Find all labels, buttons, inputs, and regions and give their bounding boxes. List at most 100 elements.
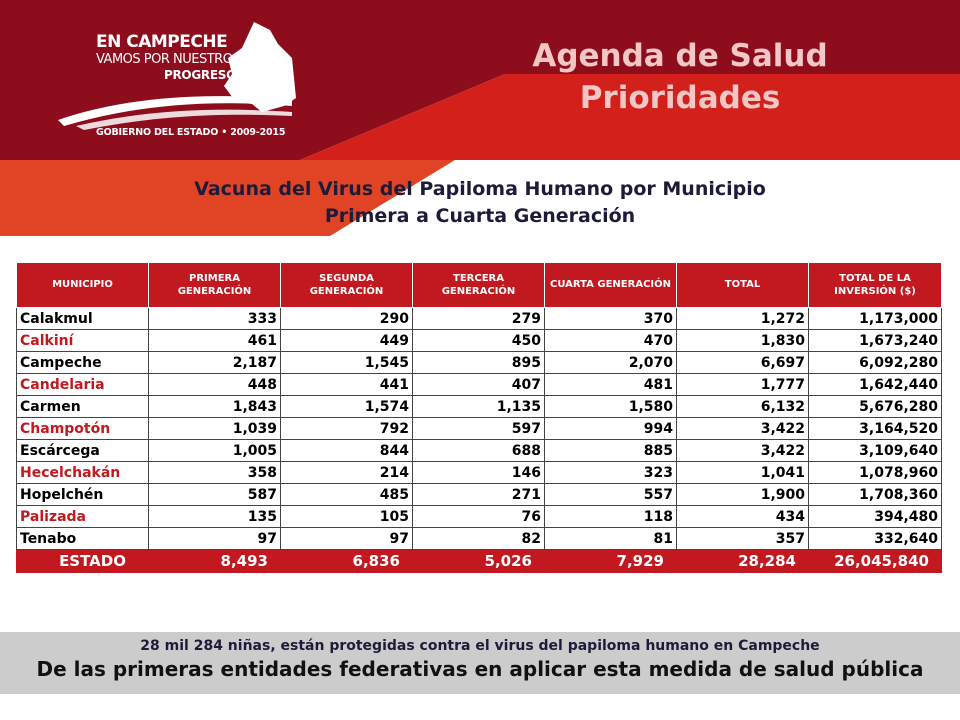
value-cell: 81 [544,527,677,550]
value-cell: 333 [148,307,281,330]
municipio-cell: Palizada [16,505,149,528]
value-cell: 279 [412,307,545,330]
municipio-cell: Escárcega [16,439,149,462]
vaccination-table: MUNICIPIO PRIMERA GENERACIÓN SEGUNDA GEN… [16,262,942,573]
value-cell: 214 [280,461,413,484]
table-row: Candelaria 448 441 407 481 1,777 1,642,440 [16,373,942,396]
banner-red-stripe [300,74,960,160]
value-cell: 6,697 [676,351,809,374]
value-cell: 1,580 [544,395,677,418]
value-cell: 1,041 [676,461,809,484]
column-header: PRIMERA GENERACIÓN [148,262,281,308]
value-cell: 688 [412,439,545,462]
banner-dark-red [0,0,960,160]
municipio-cell: Tenabo [16,527,149,550]
value-cell: 485 [280,483,413,506]
campeche-logo: EN CAMPECHE VAMOS POR NUESTRO PROGRESO G… [56,14,316,148]
value-cell: 3,422 [676,417,809,440]
value-cell: 587 [148,483,281,506]
value-cell: 358 [148,461,281,484]
value-cell: 105 [280,505,413,528]
municipio-cell: Calakmul [16,307,149,330]
value-cell: 1,642,440 [808,373,942,396]
table-row: Palizada 135 105 76 118 434 394,480 [16,505,942,528]
table-row: Carmen 1,843 1,574 1,135 1,580 6,132 5,676,280 [16,395,942,418]
value-cell: 434 [676,505,809,528]
value-cell: 290 [280,307,413,330]
banner-orange-wedge [0,160,455,236]
municipio-cell: Candelaria [16,373,149,396]
table-row: Calkiní 461 449 450 470 1,830 1,673,240 [16,329,942,352]
value-cell: 885 [544,439,677,462]
value-cell: 394,480 [808,505,942,528]
municipio-cell: Champotón [16,417,149,440]
table-row: Campeche 2,187 1,545 895 2,070 6,697 6,092,280 [16,351,942,374]
footer-line1: 28 mil 284 niñas, están protegidas contr… [140,638,820,654]
value-cell: 118 [544,505,677,528]
table-row: Tenabo 97 97 82 81 357 332,640 [16,527,942,550]
value-cell: 146 [412,461,545,484]
value-cell: 994 [544,417,677,440]
table-row: Hopelchén 587 485 271 557 1,900 1,708,360 [16,483,942,506]
value-cell: 2,187 [148,351,281,374]
value-cell: 1,673,240 [808,329,942,352]
value-cell: 461 [148,329,281,352]
value-cell: 6,092,280 [808,351,942,374]
value-cell: 271 [412,483,545,506]
value-cell: 1,272 [676,307,809,330]
value-cell: 407 [412,373,545,396]
value-cell: 3,164,520 [808,417,942,440]
report-title-line2: Primera a Cuarta Generación [324,205,636,227]
total-row: ESTADO 8,493 6,836 5,026 7,929 28,284 26,045,8… [16,549,942,573]
value-cell: 3,109,640 [808,439,942,462]
value-cell: 1,005 [148,439,281,462]
value-cell: 448 [148,373,281,396]
state-map-icon [58,22,296,130]
logo-line2: VAMOS POR NUESTRO [96,52,233,67]
total-value-cell: 28,284 [676,549,809,573]
footer-banner: 28 mil 284 niñas, están protegidas contr… [0,632,960,694]
value-cell: 1,843 [148,395,281,418]
value-cell: 2,070 [544,351,677,374]
value-cell: 470 [544,329,677,352]
value-cell: 1,900 [676,483,809,506]
municipio-cell: Hopelchén [16,483,149,506]
value-cell: 792 [280,417,413,440]
total-value-cell: 6,836 [280,549,413,573]
value-cell: 1,545 [280,351,413,374]
value-cell: 481 [544,373,677,396]
page-subtitle: Prioridades [579,80,781,116]
value-cell: 5,676,280 [808,395,942,418]
total-value-cell: 8,493 [148,549,281,573]
value-cell: 597 [412,417,545,440]
total-value-cell: 5,026 [412,549,545,573]
column-header: MUNICIPIO [16,262,149,308]
column-header: SEGUNDA GENERACIÓN [280,262,413,308]
value-cell: 1,135 [412,395,545,418]
column-header: TOTAL [676,262,809,308]
value-cell: 1,830 [676,329,809,352]
value-cell: 76 [412,505,545,528]
municipio-cell: Hecelchakán [16,461,149,484]
municipio-cell: Carmen [16,395,149,418]
value-cell: 1,173,000 [808,307,942,330]
value-cell: 1,574 [280,395,413,418]
table-row: Calakmul 333 290 279 370 1,272 1,173,000 [16,307,942,330]
municipio-cell: Calkiní [16,329,149,352]
value-cell: 82 [412,527,545,550]
table-header-row: MUNICIPIO PRIMERA GENERACIÓN SEGUNDA GEN… [16,262,942,308]
municipio-cell: Campeche [16,351,149,374]
value-cell: 1,078,960 [808,461,942,484]
value-cell: 441 [280,373,413,396]
value-cell: 97 [280,527,413,550]
table-row: Escárcega 1,005 844 688 885 3,422 3,109,640 [16,439,942,462]
value-cell: 1,777 [676,373,809,396]
column-header: TOTAL DE LA INVERSIÓN ($) [808,262,942,308]
total-value-cell: 7,929 [544,549,677,573]
table-row: Champotón 1,039 792 597 994 3,422 3,164,520 [16,417,942,440]
total-label-cell: ESTADO [16,549,149,573]
footer-line2: De las primeras entidades federativas en… [36,657,924,681]
value-cell: 332,640 [808,527,942,550]
logo-line3: PROGRESO [164,68,236,82]
